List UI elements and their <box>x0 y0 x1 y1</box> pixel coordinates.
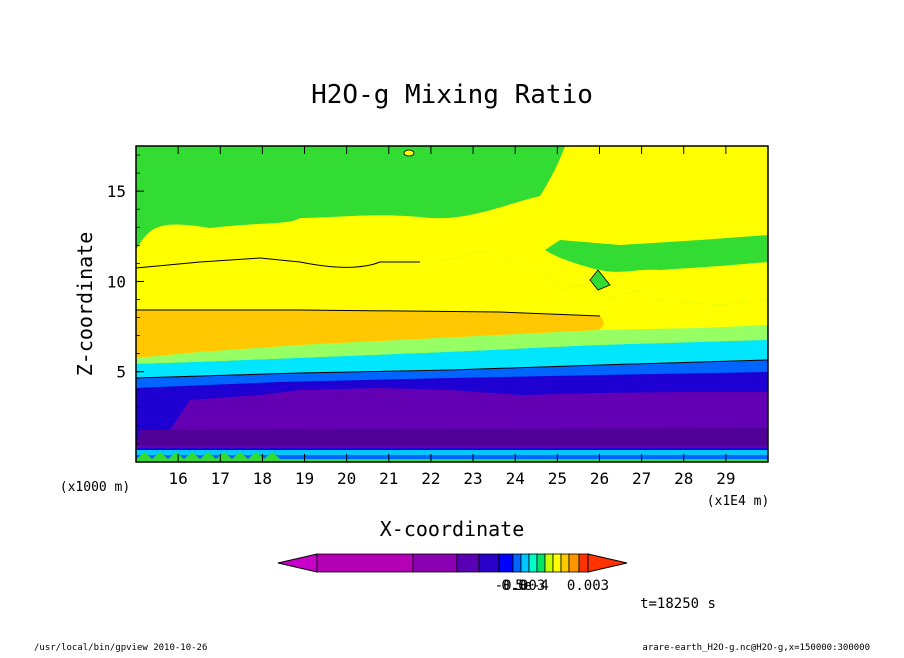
band-orange <box>136 310 604 358</box>
x-tick-label: 28 <box>674 469 693 488</box>
band-yellow-upper <box>136 146 768 305</box>
colorbar-label-2: 5e-4 <box>515 578 549 594</box>
y-tick-label: 15 <box>107 182 126 201</box>
colorbar-label-1: 0.0 <box>501 578 526 594</box>
band-bottom-green <box>136 452 768 462</box>
colorbar-segment <box>560 553 570 573</box>
band-bottom-blue <box>136 455 768 459</box>
colorbar-arrow-left <box>277 553 318 573</box>
chart-title: H2O-g Mixing Ratio <box>311 80 593 110</box>
contour-line <box>135 257 420 269</box>
footer-right: arare-earth_H2O-g.nc@H2O-g,x=150000:3000… <box>642 643 870 653</box>
colorbar-segment <box>456 553 480 573</box>
x-tick-label: 21 <box>379 469 398 488</box>
contour-line <box>135 359 769 379</box>
footer-left: /usr/local/bin/gpview 2010-10-26 <box>34 643 207 653</box>
band-cyan <box>136 340 768 378</box>
feature-blob-top <box>403 149 415 157</box>
colorbar-segment <box>544 553 554 573</box>
colorbar-label-3: 0.003 <box>567 578 609 594</box>
colorbar-segment <box>520 553 530 573</box>
time-label: t=18250 s <box>640 596 716 612</box>
colorbar <box>277 553 628 573</box>
x-tick-label: 24 <box>506 469 525 488</box>
band-deep-purple <box>136 428 768 446</box>
plot-frame <box>135 145 769 463</box>
x-units-right: (x1E4 m) <box>707 494 770 509</box>
y-tick-label: 10 <box>107 272 126 291</box>
colorbar-segment <box>568 553 580 573</box>
colorbar-segment <box>536 553 546 573</box>
colorbar-label-0: -0.003 <box>495 578 546 594</box>
x-tick-label: 23 <box>463 469 482 488</box>
plot-area <box>135 146 769 462</box>
colorbar-segment <box>316 553 414 573</box>
x-tick-label: 19 <box>295 469 314 488</box>
contour-line <box>136 309 601 317</box>
colorbar-segment <box>412 553 458 573</box>
band-lightgreen <box>136 325 768 364</box>
x-tick-label: 20 <box>337 469 356 488</box>
y-axis-label: Z-coordinate <box>73 232 97 377</box>
x-tick-label: 25 <box>548 469 567 488</box>
x-tick-label: 29 <box>716 469 735 488</box>
x-axis: 16 17 18 19 20 21 22 23 24 25 26 27 28 29 <box>169 146 735 488</box>
colorbar-segment <box>478 553 500 573</box>
x-tick-label: 22 <box>421 469 440 488</box>
x-axis-label: X-coordinate <box>380 517 525 541</box>
y-tick-label: 5 <box>116 363 126 382</box>
colorbar-segment <box>552 553 562 573</box>
x-tick-label: 27 <box>632 469 651 488</box>
feature-green-pocket <box>589 269 611 291</box>
x-tick-label: 16 <box>169 469 188 488</box>
x-tick-label: 26 <box>590 469 609 488</box>
colorbar-segment <box>498 553 514 573</box>
colorbar-segment <box>512 553 522 573</box>
colorbar-arrow-right <box>587 553 628 573</box>
y-axis: 5 10 15 <box>107 154 144 445</box>
band-bottom-cyan <box>136 450 768 455</box>
x-units-left: (x1000 m) <box>60 480 130 495</box>
x-tick-label: 18 <box>253 469 272 488</box>
colorbar-segment <box>528 553 538 573</box>
x-tick-label: 17 <box>211 469 230 488</box>
